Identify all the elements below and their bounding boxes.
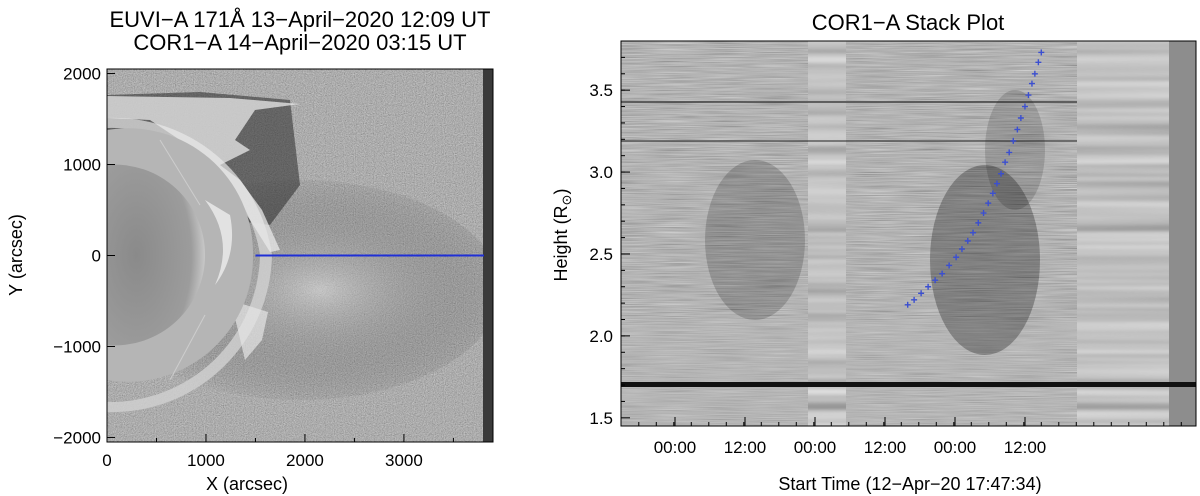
solar-disk — [107, 164, 206, 346]
cme-track-point — [985, 200, 992, 207]
left-y-axis: 2000 1000 0 −1000 −2000 — [53, 65, 115, 447]
left-x-tick-label: 0 — [102, 451, 111, 470]
right-y-tick-label: 1.5 — [589, 409, 613, 428]
cme-track-point — [993, 180, 1000, 187]
data-gap-3 — [1169, 41, 1196, 426]
left-title-line2: COR1−A 14−April−2020 03:15 UT — [133, 30, 466, 55]
cme-track-point — [1031, 70, 1038, 77]
cme-track-point — [939, 270, 946, 277]
right-y-tick-label: 2.5 — [589, 245, 613, 264]
right-x-tick-label: 00:00 — [794, 438, 837, 457]
cme-track-point — [904, 301, 911, 308]
left-x-tick-label: 3000 — [385, 451, 423, 470]
cme-track-point — [998, 170, 1005, 177]
right-y-label-symbol: ⊙ — [559, 195, 574, 206]
cme-track-point — [953, 254, 960, 261]
right-x-axis: 00:00 12:00 00:00 12:00 00:00 12:00 — [638, 417, 1182, 457]
right-y-tick-label: 3.5 — [589, 81, 613, 100]
right-x-tick-label: 12:00 — [724, 438, 767, 457]
cme-track-point — [946, 262, 953, 269]
left-panel: EUVI−A 171Å 13−April−2020 12:09 UT COR1−… — [6, 7, 494, 494]
cme-track-point — [1025, 92, 1032, 99]
cme-dark-signature — [930, 165, 1040, 355]
cme-track-point — [1038, 49, 1045, 56]
cme-track-point — [989, 190, 996, 197]
right-y-label-text: Height (R⊙) — [551, 189, 574, 282]
cme-track-point — [1028, 80, 1035, 87]
right-y-label: Height (R⊙) — [551, 189, 574, 282]
cme-track-point — [932, 277, 939, 284]
cme-track-point — [1002, 159, 1009, 166]
cme-track-point — [1021, 103, 1028, 110]
cme-track-point — [918, 290, 925, 297]
right-y-tick-label: 3.0 — [589, 163, 613, 182]
left-x-tick-label: 1000 — [187, 451, 225, 470]
cme-track-point — [1017, 115, 1024, 121]
right-y-axis: 3.5 3.0 2.5 2.0 1.5 — [589, 56, 630, 428]
left-y-tick-label: −1000 — [53, 337, 101, 356]
left-x-label: X (arcsec) — [206, 474, 288, 494]
left-y-tick-label: −2000 — [53, 428, 101, 447]
right-plot-frame — [620, 40, 1197, 427]
cme-track-point — [1014, 126, 1021, 133]
cme-track — [904, 49, 1045, 308]
cme-track-point — [958, 246, 965, 253]
left-y-tick-label: 2000 — [63, 65, 101, 84]
right-x-tick-label: 00:00 — [934, 438, 977, 457]
left-title-line1: EUVI−A 171Å 13−April−2020 12:09 UT — [110, 7, 491, 32]
left-x-tick-label: 2000 — [286, 451, 324, 470]
occulter-dark-line — [621, 382, 1196, 387]
bright-loop-south — [230, 300, 268, 360]
left-y-label: Y (arcsec) — [6, 214, 26, 296]
stack-plot-image — [621, 41, 1196, 426]
right-y-tick-label: 2.0 — [589, 327, 613, 346]
limb-brightening — [205, 200, 233, 285]
cme-track-point — [964, 237, 971, 244]
right-x-tick-label: 12:00 — [864, 438, 907, 457]
right-x-tick-label: 00:00 — [654, 438, 697, 457]
cme-track-point — [925, 283, 932, 290]
cme-track-point — [1035, 59, 1042, 66]
right-y-label-close: ) — [551, 189, 571, 195]
composite-image — [107, 69, 493, 442]
right-x-tick-label: 12:00 — [1004, 438, 1047, 457]
bright-cme-front — [107, 96, 300, 252]
right-x-label: Start Time (12−Apr−20 17:47:34) — [778, 474, 1041, 494]
cme-track-point — [975, 219, 982, 226]
cme-track-point — [980, 210, 987, 217]
left-x-axis: 0 1000 2000 3000 — [102, 434, 454, 470]
cme-track-point — [970, 229, 977, 236]
cme-track-point — [1010, 137, 1017, 144]
left-y-tick-label: 0 — [92, 247, 101, 266]
cme-track-point — [911, 296, 918, 303]
right-panel: COR1−A Stack Plot 00:00 12:00 00:00 12:00 00… — [551, 10, 1197, 494]
image-edge — [483, 69, 493, 442]
right-y-label-main: Height (R — [551, 205, 571, 281]
cme-track-point — [1006, 149, 1013, 156]
right-title: COR1−A Stack Plot — [812, 10, 1005, 35]
left-y-tick-label: 1000 — [63, 156, 101, 175]
